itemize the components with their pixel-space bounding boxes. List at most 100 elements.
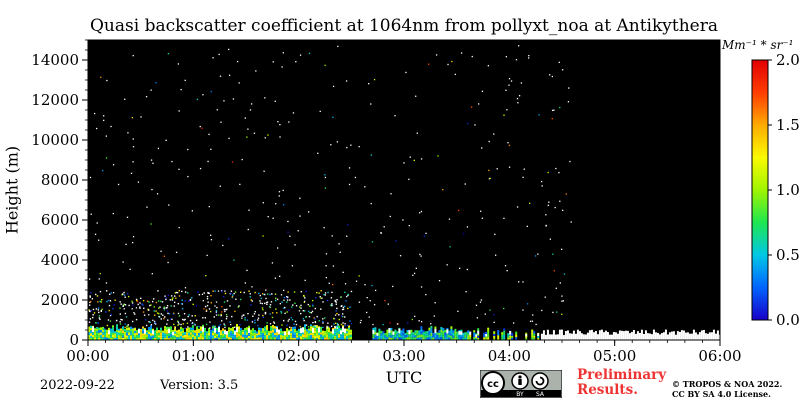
gap-cell — [408, 330, 411, 335]
heat-cell — [156, 333, 158, 336]
speckle — [364, 186, 366, 188]
missing-column — [590, 329, 593, 340]
speckle — [346, 295, 348, 298]
heat-cell — [410, 334, 413, 338]
heat-cell — [412, 334, 415, 338]
heat-cell — [473, 337, 476, 340]
speckle — [281, 66, 283, 68]
speckle — [290, 327, 293, 329]
speckle — [278, 195, 280, 197]
speckle — [274, 100, 276, 102]
speckle — [279, 302, 282, 305]
speckle — [119, 321, 121, 323]
heat-cell — [134, 337, 136, 340]
speckle — [567, 101, 570, 103]
speckle — [214, 290, 216, 292]
speckle — [226, 315, 228, 318]
heat-cell — [106, 337, 108, 340]
heat-cell — [212, 332, 214, 336]
heat-cell — [446, 337, 449, 340]
speckle — [105, 135, 108, 137]
heat-cell — [294, 326, 296, 329]
speckle — [99, 290, 102, 293]
speckle — [309, 311, 311, 314]
heat-cell — [266, 334, 268, 338]
speckle — [314, 318, 316, 320]
missing-column — [634, 333, 637, 340]
speckle — [223, 323, 225, 325]
speckle — [120, 318, 122, 321]
heat-cell — [515, 334, 518, 338]
speckle — [110, 313, 113, 316]
heat-cell — [96, 328, 98, 331]
sa-share-icon — [531, 372, 549, 390]
speckle — [420, 210, 423, 213]
speckle — [346, 324, 349, 327]
speckle — [476, 317, 479, 319]
speckle — [152, 298, 155, 300]
speckle — [191, 322, 193, 325]
heat-cell — [394, 334, 397, 338]
speckle — [109, 320, 112, 322]
heat-cell — [304, 337, 306, 340]
missing-column — [628, 333, 631, 340]
speckle — [328, 282, 330, 284]
missing-column — [662, 332, 665, 340]
heat-cell — [493, 331, 496, 334]
heat-cell — [182, 337, 184, 340]
speckle — [313, 325, 315, 327]
speckle — [244, 317, 246, 319]
heat-cell — [334, 328, 336, 332]
missing-column — [564, 331, 567, 340]
speckle — [217, 314, 220, 316]
speckle — [325, 265, 327, 267]
speckle — [257, 324, 259, 327]
speckle — [127, 324, 129, 326]
heat-cell — [306, 331, 308, 334]
speckle — [541, 185, 543, 187]
speckle — [199, 167, 202, 170]
speckle — [312, 321, 314, 324]
speckle — [116, 319, 118, 322]
speckle — [549, 74, 551, 76]
speckle — [105, 282, 108, 284]
speckle — [250, 103, 253, 105]
speckle — [277, 121, 279, 123]
heat-cell — [122, 335, 124, 338]
speckle — [395, 240, 397, 242]
speckle — [100, 309, 102, 312]
speckle — [88, 321, 91, 323]
speckle — [191, 322, 194, 324]
heat-cell — [318, 332, 320, 336]
speckle — [238, 82, 240, 84]
speckle — [324, 176, 327, 179]
heat-cell — [487, 337, 490, 340]
missing-column — [644, 330, 647, 340]
speckle — [466, 226, 469, 228]
speckle — [103, 115, 105, 117]
speckle — [145, 96, 148, 98]
heat-cell — [464, 335, 467, 338]
heat-cell — [138, 332, 140, 335]
heat-cell — [388, 332, 391, 336]
missing-column — [668, 332, 671, 340]
heat-cell — [188, 337, 190, 340]
speckle — [373, 304, 376, 306]
heat-cell — [503, 328, 506, 331]
gap-cell — [300, 328, 302, 333]
heat-cell — [446, 335, 449, 338]
heat-cell — [348, 338, 350, 340]
heat-cell — [398, 337, 401, 340]
heat-cell — [306, 333, 308, 336]
noise-speckle — [88, 45, 572, 330]
speckle — [324, 292, 327, 294]
missing-column — [682, 330, 685, 340]
speckle — [119, 301, 121, 303]
heat-cell — [250, 334, 252, 338]
heat-cell — [178, 334, 180, 338]
heat-cell — [294, 330, 296, 333]
speckle — [286, 296, 288, 298]
heat-cell — [182, 335, 184, 338]
speckle — [269, 313, 271, 315]
speckle — [181, 299, 183, 301]
